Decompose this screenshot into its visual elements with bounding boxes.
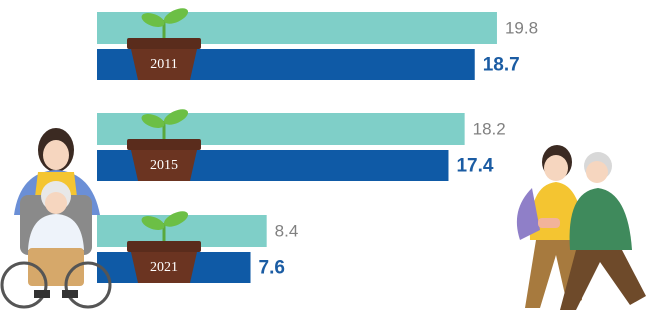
pot-rim [127,241,201,252]
pots: 2011 2015 2021 [127,5,201,283]
category-label: 2021 [150,260,178,275]
face [544,155,568,181]
shoe [62,290,78,298]
value-label: 7.6 [259,258,285,279]
category-label: 2011 [150,57,177,72]
caregiver-illustration [2,128,110,307]
face [43,140,69,170]
walking-illustration [517,145,646,310]
chart: 19.8 18.7 18.2 17.4 8.4 7.6 2011 2015 2021 [0,0,667,316]
pot-rim [127,38,201,49]
category-label: 2015 [150,158,178,173]
elder-face [586,161,608,183]
value-label: 18.7 [483,55,520,76]
elder-face [45,192,67,214]
hands [538,218,560,228]
value-label: 8.4 [275,221,299,240]
elder-jacket [570,188,632,250]
value-label: 18.2 [473,119,506,138]
value-label: 19.8 [505,18,538,37]
pot-rim [127,139,201,150]
value-label: 17.4 [456,156,493,177]
shoe [34,290,50,298]
